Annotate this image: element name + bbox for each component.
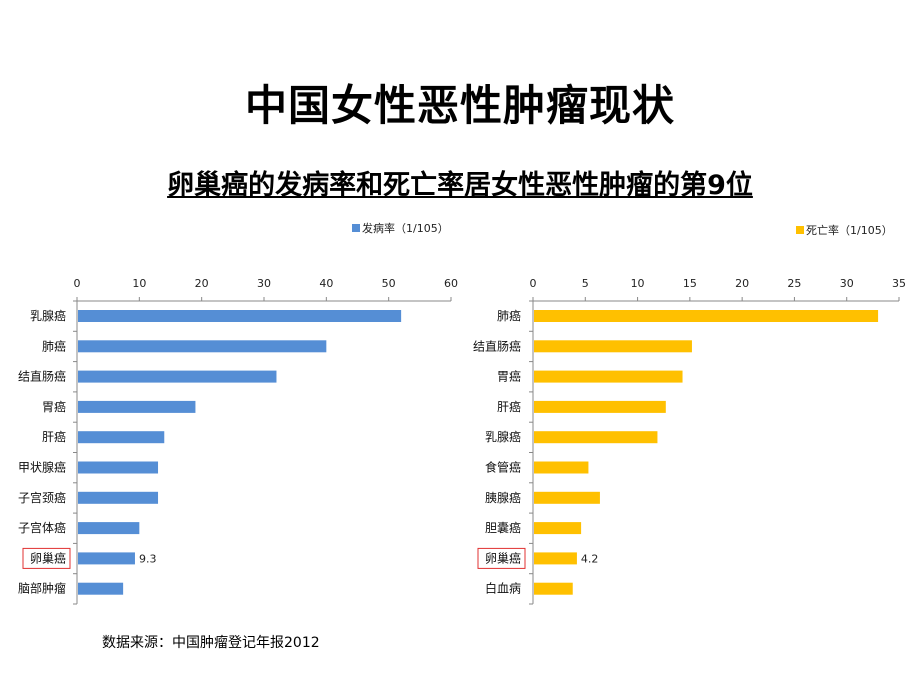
category-label: 肺癌 bbox=[497, 308, 521, 323]
x-tick-label: 35 bbox=[892, 277, 906, 290]
x-tick-label: 10 bbox=[631, 277, 645, 290]
x-tick-label: 50 bbox=[382, 277, 396, 290]
category-label: 子宫颈癌 bbox=[18, 490, 66, 505]
category-label: 胃癌 bbox=[497, 369, 521, 384]
bar-肝癌 bbox=[534, 400, 666, 413]
bar-甲状腺癌 bbox=[78, 461, 159, 474]
bar-胆囊癌 bbox=[534, 522, 582, 535]
category-label: 食管癌 bbox=[485, 460, 521, 475]
bar-乳腺癌 bbox=[78, 310, 402, 322]
data-source: 数据来源：中国肿瘤登记年报2012 bbox=[102, 635, 320, 651]
category-label: 肝癌 bbox=[42, 429, 66, 444]
category-label: 结直肠癌 bbox=[18, 369, 66, 384]
legend-swatch bbox=[352, 224, 360, 232]
legend-swatch bbox=[796, 226, 804, 234]
category-label: 胆囊癌 bbox=[485, 520, 521, 535]
slide-title: 中国女性恶性肿瘤现状 bbox=[244, 81, 675, 130]
bar-乳腺癌 bbox=[534, 431, 658, 444]
category-label: 白血病 bbox=[485, 581, 521, 596]
category-label: 胰腺癌 bbox=[485, 490, 521, 505]
bar-脑部肿瘤 bbox=[78, 582, 124, 595]
x-tick-label: 0 bbox=[74, 277, 81, 290]
legend-label: 发病率（1/105） bbox=[362, 221, 449, 235]
bar-结直肠癌 bbox=[534, 340, 692, 353]
bar-卵巢癌 bbox=[534, 552, 577, 565]
x-tick-label: 20 bbox=[195, 277, 209, 290]
highlight-box bbox=[22, 547, 71, 569]
bar-肺癌 bbox=[534, 310, 879, 322]
highlight-box bbox=[477, 547, 526, 569]
bar-肺癌 bbox=[78, 340, 327, 353]
bar-白血病 bbox=[534, 582, 573, 595]
category-label: 脑部肿瘤 bbox=[18, 581, 66, 596]
x-tick-label: 10 bbox=[132, 277, 146, 290]
x-tick-label: 0 bbox=[530, 277, 537, 290]
x-tick-label: 20 bbox=[735, 277, 749, 290]
category-label: 子宫体癌 bbox=[18, 520, 66, 535]
bar-肝癌 bbox=[78, 431, 165, 444]
slide-subtitle: 卵巢癌的发病率和死亡率居女性恶性肿瘤的第9位 bbox=[167, 170, 753, 201]
bar-卵巢癌 bbox=[78, 552, 135, 565]
x-tick-label: 15 bbox=[683, 277, 697, 290]
bar-食管癌 bbox=[534, 461, 589, 474]
x-tick-label: 25 bbox=[787, 277, 801, 290]
category-label: 肝癌 bbox=[497, 399, 521, 414]
bar-胃癌 bbox=[534, 370, 683, 383]
x-tick-label: 30 bbox=[257, 277, 271, 290]
data-label: 9.3 bbox=[139, 552, 157, 565]
data-label: 4.2 bbox=[581, 552, 599, 565]
category-label: 乳腺癌 bbox=[485, 429, 521, 444]
category-label: 卵巢癌 bbox=[30, 550, 66, 565]
bar-胃癌 bbox=[78, 400, 196, 413]
x-tick-label: 5 bbox=[582, 277, 589, 290]
x-tick-label: 60 bbox=[444, 277, 458, 290]
bar-子宫体癌 bbox=[78, 522, 140, 535]
x-tick-label: 40 bbox=[319, 277, 333, 290]
category-label: 卵巢癌 bbox=[485, 550, 521, 565]
category-label: 肺癌 bbox=[42, 338, 66, 353]
category-label: 结直肠癌 bbox=[473, 338, 521, 353]
legend-label: 死亡率（1/105） bbox=[806, 223, 893, 237]
bar-子宫颈癌 bbox=[78, 491, 159, 504]
category-label: 乳腺癌 bbox=[30, 308, 66, 323]
bar-胰腺癌 bbox=[534, 491, 600, 504]
category-label: 甲状腺癌 bbox=[18, 460, 66, 475]
category-label: 胃癌 bbox=[42, 399, 66, 414]
x-tick-label: 30 bbox=[840, 277, 854, 290]
bar-结直肠癌 bbox=[78, 370, 277, 383]
